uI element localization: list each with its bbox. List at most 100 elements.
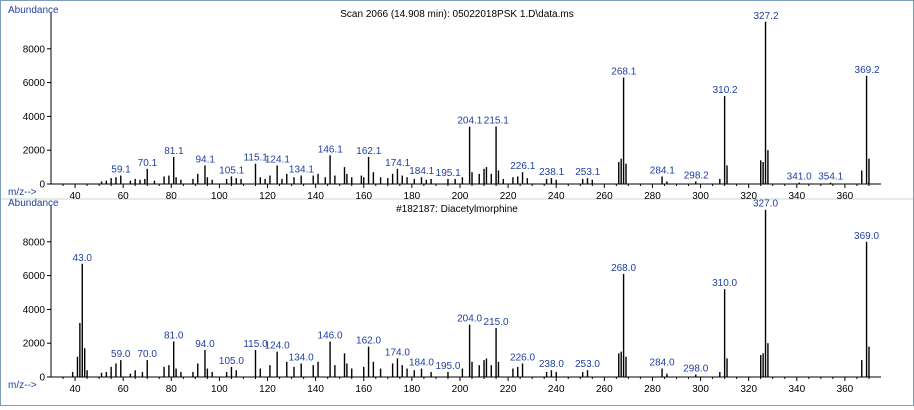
peak-label: 124.0	[265, 341, 290, 352]
peak-label: 94.1	[195, 154, 215, 165]
peak-label: 204.0	[457, 314, 482, 325]
x-tick-label: 40	[69, 384, 81, 395]
x-tick-label: 260	[596, 384, 613, 395]
y-tick-label: 2000	[23, 146, 46, 157]
x-tick-label: 140	[307, 384, 324, 395]
y-tick-label: 4000	[23, 305, 46, 316]
y-tick-label: 0	[39, 373, 45, 384]
x-tick-label: 60	[118, 384, 130, 395]
peak-label: 134.0	[289, 352, 314, 363]
peak-label: 268.1	[611, 67, 636, 78]
y-tick-label: 8000	[23, 44, 46, 55]
peak-label: 70.0	[137, 349, 157, 360]
sample-spectrum-panel: Abundance m/z--> Scan 2066 (14.908 min): 0…	[8, 5, 881, 202]
x-tick-label: 100	[211, 384, 228, 395]
x-tick-label: 300	[692, 191, 709, 202]
y-tick-label: 4000	[23, 112, 46, 123]
x-tick-label: 320	[740, 384, 757, 395]
peak-label: 284.1	[650, 165, 675, 176]
spectrum-title: #182187: Diacetylmorphine	[396, 204, 518, 215]
x-tick-label: 120	[259, 384, 276, 395]
y-tick-label: 0	[39, 180, 45, 191]
peak-label: 105.1	[219, 165, 244, 176]
x-tick-label: 360	[837, 191, 854, 202]
peak-label: 174.0	[385, 347, 410, 358]
x-tick-label: 60	[118, 191, 130, 202]
x-tick-label: 200	[452, 191, 469, 202]
peak-label: 354.1	[818, 172, 843, 183]
x-axis-label: m/z-->	[8, 380, 37, 391]
peak-label: 184.0	[409, 358, 434, 369]
peak-label: 195.1	[436, 168, 461, 179]
peak-label: 341.0	[787, 172, 812, 183]
x-tick-label: 220	[500, 191, 517, 202]
x-tick-label: 220	[500, 384, 517, 395]
peak-label: 253.1	[575, 167, 600, 178]
peak-label: 369.0	[854, 231, 879, 242]
peak-label: 115.1	[244, 153, 269, 164]
peak-label: 81.1	[164, 146, 184, 157]
x-tick-label: 240	[548, 191, 565, 202]
peak-label: 105.0	[219, 356, 244, 367]
peak-label: 146.0	[318, 331, 343, 342]
peak-label: 215.0	[484, 317, 509, 328]
peak-label: 195.0	[435, 361, 460, 372]
peak-label: 81.0	[164, 331, 184, 342]
x-tick-label: 40	[69, 191, 81, 202]
x-tick-label: 280	[644, 191, 661, 202]
x-tick-label: 360	[837, 384, 854, 395]
x-tick-label: 180	[404, 384, 421, 395]
x-tick-label: 80	[166, 191, 178, 202]
peak-label: 204.1	[457, 116, 482, 127]
peak-label: 124.1	[265, 154, 290, 165]
peak-label: 162.0	[356, 336, 381, 347]
x-tick-label: 80	[166, 384, 178, 395]
x-tick-label: 160	[355, 384, 372, 395]
x-tick-label: 340	[788, 191, 805, 202]
library-spectrum-panel: Abundance m/z--> #182187: Diacetylmorphine…	[8, 198, 881, 395]
x-tick-label: 260	[596, 191, 613, 202]
y-axis-label: Abundance	[8, 5, 59, 16]
peak-label: 298.0	[683, 363, 708, 374]
y-tick-label: 6000	[23, 271, 46, 282]
peak-label: 184.1	[409, 166, 434, 177]
peak-label: 134.1	[289, 165, 314, 176]
x-tick-label: 280	[644, 384, 661, 395]
peak-label: 226.0	[510, 352, 535, 363]
y-tick-label: 6000	[23, 78, 46, 89]
peak-label: 253.0	[575, 359, 600, 370]
peak-label: 146.1	[318, 144, 343, 155]
spectrum-title: Scan 2066 (14.908 min): 05022018PSK 1.D\…	[340, 9, 573, 20]
x-axis-label: m/z-->	[8, 187, 37, 198]
y-tick-label: 2000	[23, 339, 46, 350]
peak-label: 226.1	[510, 161, 535, 172]
peak-label: 310.0	[712, 278, 737, 289]
x-tick-label: 200	[452, 384, 469, 395]
peak-label: 94.0	[195, 339, 215, 350]
x-tick-label: 140	[307, 191, 324, 202]
peak-label: 70.1	[138, 158, 158, 169]
y-axis-label: Abundance	[8, 198, 59, 209]
peak-label: 268.0	[611, 263, 636, 274]
x-tick-label: 240	[548, 384, 565, 395]
peak-label: 369.2	[855, 65, 880, 76]
x-tick-label: 120	[259, 191, 276, 202]
y-tick-label: 8000	[23, 237, 46, 248]
x-tick-label: 100	[211, 191, 228, 202]
peak-label: 238.0	[539, 359, 564, 370]
x-tick-label: 300	[692, 384, 709, 395]
peak-label: 59.1	[111, 165, 131, 176]
peak-label: 115.0	[243, 339, 268, 350]
x-tick-label: 340	[788, 384, 805, 395]
peak-label: 327.0	[753, 199, 778, 210]
peak-label: 238.1	[539, 167, 564, 178]
peak-label: 162.1	[356, 146, 381, 157]
peak-label: 327.2	[753, 11, 778, 22]
peak-label: 59.0	[111, 349, 131, 360]
peak-label: 310.2	[713, 85, 738, 96]
peak-label: 298.2	[684, 170, 709, 181]
peak-label: 215.1	[484, 116, 509, 127]
peak-label: 43.0	[73, 253, 93, 264]
